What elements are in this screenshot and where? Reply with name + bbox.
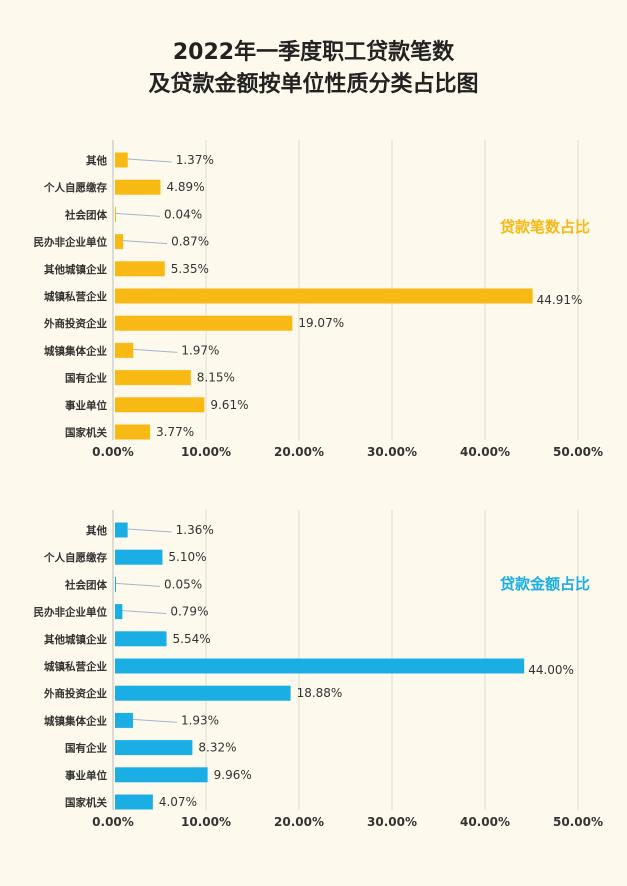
bar [115, 342, 134, 358]
value-label: 0.05% [164, 577, 202, 591]
category-label: 城镇私营企业 [44, 660, 107, 673]
category-label: 民办非企业单位 [34, 236, 108, 249]
chart-title-line1: 2022年一季度职工贷款笔数 [172, 40, 455, 65]
category-label: 外商投资企业 [43, 317, 107, 330]
value-label: 44.00% [528, 663, 574, 677]
category-label: 民办非企业单位 [34, 606, 108, 619]
category-label: 国家机关 [65, 796, 107, 809]
bar [115, 179, 161, 195]
bar [115, 549, 163, 565]
bar [115, 424, 151, 440]
loan-amount-chart: 其他 1.36% 个人自愿缴存 5.10% 社会团体 0.05% 民办非企业单位 0.79% 其… [34, 510, 603, 829]
value-label: 1.36% [176, 523, 214, 537]
category-label: 国有企业 [65, 372, 107, 385]
bar [115, 152, 128, 168]
x-tick-label: 10.00% [181, 445, 231, 459]
value-label: 5.35% [171, 262, 209, 276]
category-label: 其他城镇企业 [44, 263, 107, 276]
category-label: 城镇集体企业 [44, 344, 107, 357]
bar [115, 767, 208, 783]
value-label: 9.61% [210, 398, 248, 412]
value-label: 4.89% [166, 180, 204, 194]
value-label: 0.79% [170, 605, 208, 619]
leader-line [132, 718, 177, 723]
category-label: 社会团体 [64, 578, 107, 591]
category-label: 城镇集体企业 [44, 714, 107, 727]
value-label: 3.77% [156, 425, 194, 439]
bar [115, 576, 116, 592]
bar [115, 712, 133, 728]
value-label: 4.07% [159, 795, 197, 809]
legend-label: 贷款金额占比 [500, 575, 590, 593]
category-label: 外商投资企业 [43, 687, 107, 700]
x-tick-label: 20.00% [274, 815, 324, 829]
category-label: 其他 [86, 154, 107, 167]
category-label: 城镇私营企业 [44, 290, 107, 303]
value-label: 0.04% [164, 207, 202, 221]
x-tick-label: 40.00% [460, 815, 510, 829]
legend-label: 贷款笔数占比 [500, 218, 590, 236]
value-label: 8.32% [198, 741, 236, 755]
bar [115, 794, 153, 810]
value-label: 5.10% [168, 550, 206, 564]
leader-line [127, 528, 172, 533]
bar [115, 604, 123, 620]
category-label: 国家机关 [65, 426, 107, 439]
category-label: 事业单位 [65, 399, 107, 412]
bar [115, 261, 165, 277]
bar [115, 685, 291, 701]
value-label: 5.54% [173, 632, 211, 646]
category-label: 个人自愿缴存 [43, 181, 107, 194]
value-label: 9.96% [214, 768, 252, 782]
leader-line [127, 158, 172, 163]
value-label: 18.88% [297, 686, 343, 700]
leader-line [115, 582, 161, 587]
bar [115, 288, 533, 304]
category-label: 其他 [86, 524, 107, 537]
x-tick-label: 30.00% [367, 815, 417, 829]
category-label: 其他城镇企业 [44, 633, 107, 646]
leader-line [115, 212, 161, 217]
x-tick-label: 0.00% [92, 445, 134, 459]
chart-title-line2: 及贷款金额按单位性质分类占比图 [148, 72, 479, 97]
category-label: 事业单位 [65, 769, 107, 782]
category-label: 国有企业 [65, 742, 107, 755]
value-label: 44.91% [537, 293, 583, 307]
value-label: 1.97% [181, 343, 219, 357]
value-label: 1.93% [181, 713, 219, 727]
bar [115, 206, 116, 222]
category-label: 个人自愿缴存 [43, 551, 107, 564]
x-tick-label: 40.00% [460, 445, 510, 459]
bar [115, 658, 525, 674]
bar [115, 740, 193, 756]
x-tick-label: 20.00% [274, 445, 324, 459]
value-label: 0.87% [171, 235, 209, 249]
x-tick-label: 50.00% [553, 815, 603, 829]
x-tick-label: 30.00% [367, 445, 417, 459]
loan-count-chart: 其他 1.37% 个人自愿缴存 4.89% 社会团体 0.04% 民办非企业单位 0.87% 其… [34, 140, 603, 459]
value-label: 8.15% [197, 371, 235, 385]
category-label: 社会团体 [64, 208, 107, 221]
x-tick-label: 50.00% [553, 445, 603, 459]
bar [115, 234, 124, 250]
leader-line [123, 240, 168, 245]
bar [115, 315, 293, 331]
bar [115, 522, 128, 538]
leader-line [133, 348, 178, 353]
bar [115, 631, 167, 647]
value-label: 19.07% [298, 316, 344, 330]
bar [115, 370, 191, 386]
bar [115, 397, 205, 413]
value-label: 1.37% [176, 153, 214, 167]
x-tick-label: 0.00% [92, 815, 134, 829]
leader-line [122, 610, 167, 615]
x-tick-label: 10.00% [181, 815, 231, 829]
